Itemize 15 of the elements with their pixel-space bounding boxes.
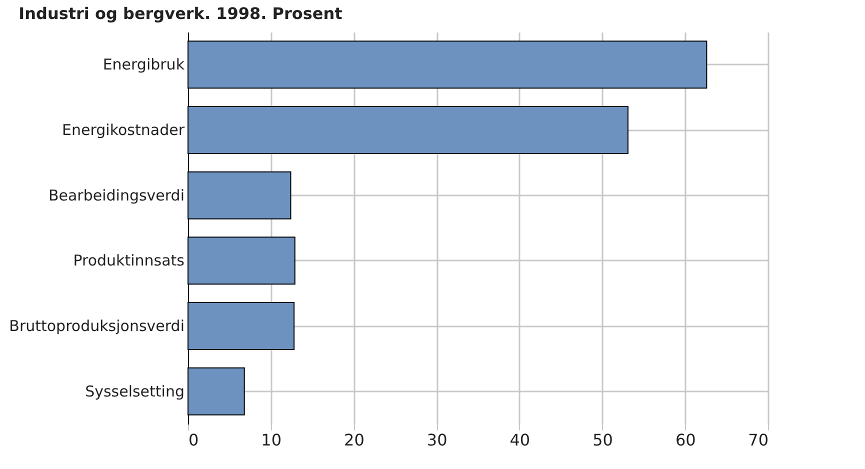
- x-tick-label: 20: [344, 430, 364, 450]
- chart-title: Industri og bergverk. 1998. Prosent: [18, 4, 343, 23]
- y-tick-label: Energikostnader: [62, 121, 186, 139]
- y-tick-label: Bearbeidingsverdi: [48, 186, 184, 204]
- y-tick-label: Energibruk: [102, 56, 185, 74]
- x-tick-label: 70: [748, 430, 768, 450]
- x-tick-label: 10: [261, 430, 282, 450]
- y-tick-label: Bruttoproduksjonsverdi: [9, 317, 184, 335]
- y-tick-label: Sysselsetting: [85, 382, 184, 400]
- x-tick-label: 40: [510, 430, 530, 450]
- x-tick-label: 50: [592, 430, 613, 450]
- x-tick-label: 0: [188, 430, 199, 450]
- x-tick-label: 60: [675, 430, 696, 450]
- x-tick-label: 30: [426, 430, 448, 450]
- y-tick-label: Produktinnsats: [73, 252, 185, 270]
